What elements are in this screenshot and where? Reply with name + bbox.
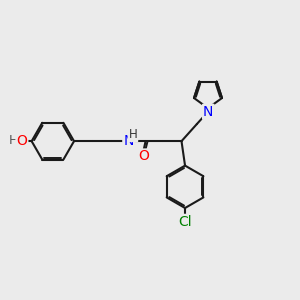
Text: H: H bbox=[8, 134, 18, 147]
Text: O: O bbox=[138, 149, 149, 164]
Text: Cl: Cl bbox=[178, 215, 192, 229]
Text: N: N bbox=[203, 105, 214, 119]
Text: N: N bbox=[123, 134, 134, 148]
Text: H: H bbox=[14, 135, 24, 148]
Text: O: O bbox=[16, 134, 27, 148]
Text: H: H bbox=[128, 128, 137, 141]
